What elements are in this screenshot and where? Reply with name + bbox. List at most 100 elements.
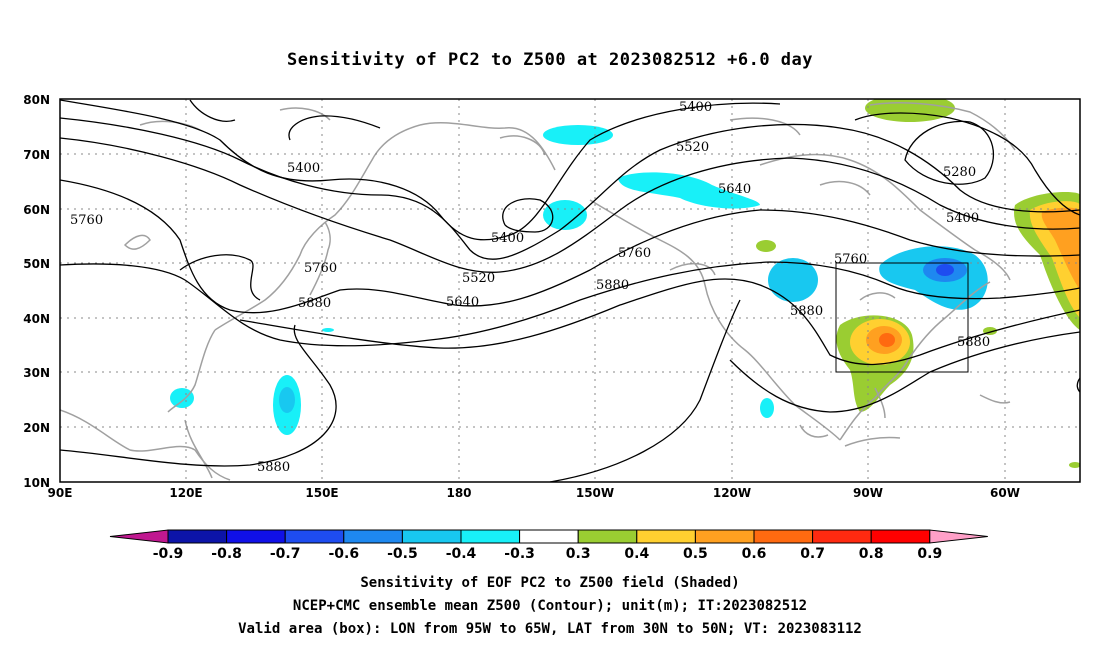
contour-label: 5880: [790, 304, 823, 319]
coastline: [819, 180, 871, 196]
colorbar-label: 0.7: [800, 546, 825, 562]
coastline: [869, 102, 1016, 151]
contour-label: 5520: [462, 271, 495, 286]
coastline: [123, 234, 151, 250]
contour-label: 5880: [298, 296, 331, 311]
lat-label: 80N: [23, 93, 50, 107]
colorbar-label: -0.7: [270, 546, 301, 562]
contour-label: 5400: [491, 231, 524, 246]
colorbar-segment: [753, 529, 814, 544]
lon-label: 120W: [713, 486, 751, 500]
z500-contour: [60, 117, 1080, 260]
contour-label: 5280: [943, 165, 976, 180]
coastline: [589, 199, 841, 441]
grid: [60, 99, 1080, 482]
contour-label: 5640: [446, 295, 479, 310]
coastline: [729, 117, 801, 136]
shade-green: [756, 240, 776, 252]
colorbar: -0.9 -0.8 -0.7 -0.6 -0.5 -0.4 -0.3 0.3 0.4 0.5 0.6…: [109, 529, 988, 562]
colorbar-segment: [577, 529, 638, 544]
latitude-labels: 80N 70N 60N 50N 40N 30N 20N 10N: [23, 93, 50, 490]
lat-label: 20N: [23, 421, 50, 435]
coastline: [669, 263, 716, 276]
colorbar-segment: [870, 529, 931, 544]
colorbar-segment: [343, 529, 403, 544]
z500-contour: [904, 120, 994, 185]
coastline: [874, 387, 886, 419]
contour-labels: 5400 5400 5400 5280 5400 5520 5640 5760 …: [70, 100, 990, 475]
coastline: [309, 221, 331, 296]
shade-blue: [279, 387, 295, 413]
colorbar-label: 0.3: [566, 546, 591, 562]
colorbar-arrow-high: [929, 529, 988, 544]
colorbar-segment: [226, 529, 286, 544]
coastline: [839, 281, 991, 441]
shade-green: [1069, 462, 1080, 468]
colorbar-label: -0.6: [328, 546, 359, 562]
contour-label: 5760: [834, 252, 867, 267]
lat-label: 30N: [23, 366, 50, 380]
colorbar-segment: [284, 529, 345, 544]
lon-label: 180: [446, 486, 471, 500]
z500-contour: [502, 198, 554, 233]
caption-line-2: NCEP+CMC ensemble mean Z500 (Contour); u…: [292, 598, 808, 614]
coastline: [167, 329, 216, 413]
coastline: [139, 120, 201, 131]
contour-label: 5400: [287, 161, 320, 176]
z500-contour: [179, 254, 261, 301]
coastline: [419, 122, 556, 171]
contour-label: 5880: [596, 278, 629, 293]
colorbar-label: 0.5: [683, 546, 708, 562]
z500-contour: [239, 278, 1080, 366]
contour-label: 5400: [946, 211, 979, 226]
coastline: [60, 409, 231, 481]
lat-label: 10N: [23, 476, 50, 490]
lat-label: 70N: [23, 148, 50, 162]
shade-cyan: [543, 125, 613, 145]
lon-label: 120E: [169, 486, 202, 500]
lat-label: 60N: [23, 203, 50, 217]
contour-label: 5640: [718, 182, 751, 197]
shade-cyan: [760, 398, 774, 418]
colorbar-label: -0.8: [211, 546, 242, 562]
z500-contour: [288, 115, 381, 141]
colorbar-segment: [636, 529, 696, 544]
coastline: [799, 424, 829, 438]
caption-line-1: Sensitivity of EOF PC2 to Z500 field (Sh…: [360, 575, 740, 591]
colorbar-label: -0.5: [387, 546, 418, 562]
z500-contours: [60, 99, 1080, 482]
contour-label: 5880: [957, 335, 990, 350]
shade-blue: [936, 264, 954, 276]
z500-contour: [60, 324, 337, 467]
longitude-labels: 90E 120E 150E 180 150W 120W 90W 60W: [48, 486, 1020, 500]
colorbar-segment: [812, 529, 872, 544]
lon-label: 60W: [990, 486, 1020, 500]
coastline: [859, 292, 896, 301]
contour-label: 5760: [70, 213, 103, 228]
lon-label: 90E: [48, 486, 73, 500]
sensitivity-shading: [170, 99, 1080, 468]
coastline: [844, 436, 901, 447]
contour-label: 5400: [679, 100, 712, 115]
lat-label: 40N: [23, 312, 50, 326]
shade-cyan: [322, 328, 334, 332]
shade-blue: [768, 258, 818, 302]
page-title: Sensitivity of PC2 to Z500 at 2023082512…: [286, 50, 813, 70]
shade-green: [865, 99, 955, 122]
z500-contour: [60, 179, 1080, 314]
shade-cyan: [170, 388, 194, 408]
shade-orange: [879, 333, 895, 347]
colorbar-segment: [694, 529, 755, 544]
map-frame: [59, 98, 1081, 483]
contour-label: 5760: [618, 246, 651, 261]
lat-label: 50N: [23, 257, 50, 271]
valid-area-box: [835, 262, 969, 373]
colorbar-segment: [460, 529, 521, 544]
colorbar-label: 0.4: [624, 546, 649, 562]
coastline: [184, 419, 213, 479]
colorbar-label: 0.8: [859, 546, 884, 562]
coastline: [759, 153, 1011, 281]
z500-contour: [189, 99, 236, 122]
colorbar-arrow-low: [109, 529, 169, 544]
